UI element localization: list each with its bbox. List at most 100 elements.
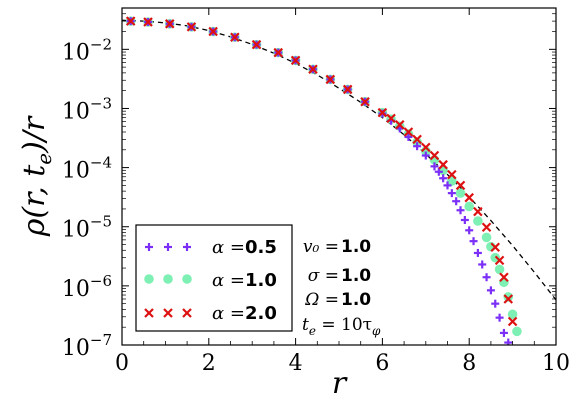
legend-entry-label: α =1.0 (212, 270, 277, 291)
data-point-plus (404, 132, 413, 141)
data-point-plus (183, 243, 191, 251)
data-point-cross (386, 113, 396, 124)
legend-entry-label: α =2.0 (212, 303, 277, 324)
data-points-layer (125, 16, 522, 345)
data-point-cross (490, 242, 501, 253)
data-point-cross (308, 64, 318, 75)
data-point-cross (429, 150, 440, 161)
data-point-circle (494, 264, 505, 275)
x-tick-label: 4 (289, 351, 303, 376)
legend-entry-label: α =0.5 (212, 237, 277, 258)
data-point-cross (125, 16, 136, 26)
parameter-annotations: v₀ = 1.0σ = 1.0Ω = 1.0te = 10τφ (302, 237, 381, 338)
data-point-circle (507, 309, 518, 320)
data-point-plus (443, 181, 452, 190)
legend: α =0.5 α =1.0 α =2.0 (135, 224, 293, 332)
data-point-circle (499, 277, 509, 288)
data-point-cross (455, 180, 466, 191)
parameter-annotation: te = 10τφ (302, 315, 381, 338)
data-point-circle (163, 274, 173, 284)
series-cross (125, 16, 518, 327)
data-point-cross (230, 32, 240, 43)
data-point-plus (164, 243, 172, 251)
y-tick-label: 10−3 (62, 94, 112, 124)
data-point-circle (490, 252, 501, 263)
parameter-annotation: Ω = (304, 290, 339, 310)
data-point-plus (439, 174, 448, 183)
data-point-plus (499, 328, 508, 337)
data-point-cross (290, 55, 301, 66)
data-point-plus (452, 197, 461, 206)
data-point-plus (482, 273, 491, 282)
data-point-cross (186, 22, 197, 32)
data-point-cross (342, 84, 353, 95)
data-point-circle (503, 292, 514, 302)
data-point-cross (164, 19, 175, 29)
data-point-cross (507, 316, 518, 327)
data-point-cross (438, 159, 448, 170)
data-point-plus (469, 237, 478, 246)
data-point-plus (456, 206, 465, 215)
data-point-cross (144, 308, 154, 318)
data-point-cross (377, 107, 388, 118)
data-point-circle (481, 232, 492, 243)
data-point-cross (403, 127, 414, 137)
data-point-cross (473, 206, 483, 217)
data-point-plus (495, 313, 504, 322)
data-point-cross (143, 17, 153, 27)
parameter-annotation: v₀ = (303, 237, 339, 257)
data-point-plus (434, 167, 443, 176)
data-point-cross (325, 74, 336, 85)
parameter-annotation: σ = (308, 266, 339, 286)
data-point-circle (144, 274, 154, 284)
y-axis-label: ρ(r, te)/r (17, 115, 56, 237)
x-tick-label: 8 (462, 351, 476, 376)
data-point-plus (460, 215, 469, 224)
x-tick-label: 0 (115, 351, 129, 376)
data-point-cross (163, 308, 173, 318)
data-point-cross (447, 169, 457, 180)
y-tick-label: 10−5 (62, 213, 112, 243)
x-tick-label: 6 (375, 351, 389, 376)
data-point-cross (499, 272, 509, 283)
data-point-cross (208, 26, 218, 37)
data-point-circle (464, 201, 475, 212)
y-tick-label: 10−7 (62, 331, 112, 361)
x-tick-label: 2 (202, 351, 216, 376)
data-point-cross (481, 222, 492, 233)
data-point-circle (473, 216, 483, 226)
parameter-value: 1.0 (341, 290, 371, 310)
data-point-cross (251, 39, 262, 50)
data-point-cross (503, 294, 514, 304)
data-point-circle (182, 274, 192, 284)
data-point-cross (464, 192, 474, 203)
data-point-plus (145, 243, 153, 251)
x-tick-label: 10 (542, 351, 570, 376)
data-point-plus (478, 260, 487, 269)
data-point-cross (360, 96, 370, 107)
parameter-value: 1.0 (341, 266, 371, 286)
data-point-plus (486, 286, 495, 295)
data-point-cross (182, 308, 192, 318)
data-point-cross (412, 134, 422, 145)
data-point-plus (413, 142, 422, 151)
data-point-circle (447, 176, 457, 186)
legend-box (135, 224, 293, 332)
data-point-circle (412, 137, 422, 147)
parameter-value: 1.0 (341, 237, 371, 257)
data-point-plus (504, 338, 513, 345)
data-point-cross (394, 119, 405, 130)
data-point-cross (273, 47, 284, 58)
data-point-plus (473, 248, 482, 257)
data-point-plus (447, 189, 456, 198)
data-point-cross (421, 142, 431, 153)
y-tick-label: 10−6 (62, 272, 112, 302)
data-point-plus (421, 151, 430, 160)
data-point-circle (512, 326, 522, 337)
y-tick-label: 10−4 (62, 154, 112, 184)
data-point-plus (430, 162, 439, 171)
ticks-layer: 0 2 4 6 8 10 10−7 10−6 10−5 10−4 10−3 10−2 (62, 7, 570, 376)
data-point-plus (491, 299, 500, 308)
data-point-plus (465, 226, 474, 235)
